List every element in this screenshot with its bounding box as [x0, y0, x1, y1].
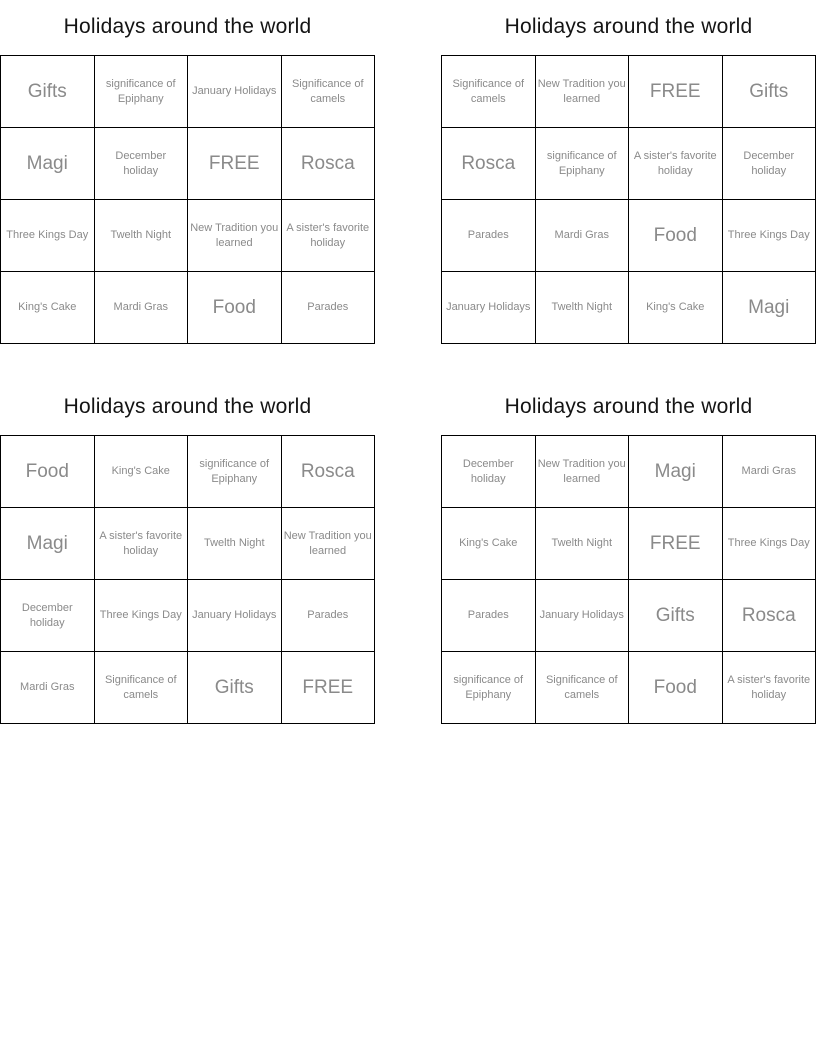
- bingo-cell: Gifts: [721, 55, 816, 128]
- bingo-cell: FREE: [280, 651, 375, 724]
- bingo-cell: Gifts: [628, 579, 723, 652]
- bingo-row: Gifts significance of Epiphany January Hol…: [0, 55, 375, 128]
- bingo-cell: Rosca: [280, 435, 375, 508]
- bingo-cell: January Holidays: [441, 271, 536, 344]
- bingo-row: Magi December holiday FREE Rosca: [0, 127, 375, 200]
- bingo-cell: Food: [628, 651, 723, 724]
- bingo-cell: significance of Epiphany: [93, 55, 188, 128]
- bingo-cell: January Holidays: [187, 55, 282, 128]
- bingo-cell: Magi: [628, 435, 723, 508]
- bingo-cell: Significance of camels: [441, 55, 536, 128]
- bingo-cell: Magi: [0, 507, 95, 580]
- bingo-row: Three Kings Day Twelth Night New Tradition…: [0, 199, 375, 272]
- bingo-row: December holiday New Tradition you learne…: [441, 435, 816, 508]
- bingo-cell: A sister's favorite holiday: [93, 507, 188, 580]
- bingo-row: December holiday Three Kings Day January H…: [0, 579, 375, 652]
- bingo-cell: Three Kings Day: [0, 199, 95, 272]
- card-title: Holidays around the world: [63, 15, 312, 38]
- bingo-cell: January Holidays: [534, 579, 629, 652]
- bingo-cell: Mardi Gras: [721, 435, 816, 508]
- bingo-cell: Significance of camels: [534, 651, 629, 724]
- bingo-row: Magi A sister's favorite holiday Twelth Ni…: [0, 507, 375, 580]
- bingo-row: King's Cake Mardi Gras Food Parades: [0, 271, 375, 344]
- card-title: Holidays around the world: [504, 395, 753, 418]
- bingo-cell: Parades: [441, 579, 536, 652]
- bingo-cell: December holiday: [0, 579, 95, 652]
- bingo-row: Food King's Cake significance of Epiphany R…: [0, 435, 375, 508]
- bingo-cell: New Tradition you learned: [187, 199, 282, 272]
- bingo-row: January Holidays Twelth Night King's Cake M…: [441, 271, 816, 344]
- bingo-cell: King's Cake: [628, 271, 723, 344]
- bingo-cell: Parades: [280, 579, 375, 652]
- card-title: Holidays around the world: [504, 15, 753, 38]
- bingo-cell: New Tradition you learned: [534, 55, 629, 128]
- bingo-row: Significance of camels New Tradition you …: [441, 55, 816, 128]
- bingo-cell: Mardi Gras: [93, 271, 188, 344]
- bingo-grid: Gifts significance of Epiphany January Hol…: [0, 55, 375, 344]
- bingo-grid: Food King's Cake significance of Epiphany R…: [0, 435, 375, 724]
- bingo-cell: A sister's favorite holiday: [280, 199, 375, 272]
- bingo-cell: Rosca: [280, 127, 375, 200]
- bingo-row: Parades Mardi Gras Food Three Kings Day: [441, 199, 816, 272]
- bingo-cell: King's Cake: [441, 507, 536, 580]
- bingo-cell: Significance of camels: [280, 55, 375, 128]
- bingo-cell: Rosca: [721, 579, 816, 652]
- bingo-row: Rosca significance of Epiphany A sister's …: [441, 127, 816, 200]
- bingo-row: Parades January Holidays Gifts Rosca: [441, 579, 816, 652]
- bingo-cell: Food: [0, 435, 95, 508]
- bingo-cell: FREE: [628, 507, 723, 580]
- bingo-cell: A sister's favorite holiday: [721, 651, 816, 724]
- bingo-cell: Twelth Night: [187, 507, 282, 580]
- bingo-cell: significance of Epiphany: [441, 651, 536, 724]
- bingo-cell: December holiday: [93, 127, 188, 200]
- bingo-cell: Mardi Gras: [0, 651, 95, 724]
- bingo-cell: Food: [187, 271, 282, 344]
- bingo-cell: Three Kings Day: [721, 199, 816, 272]
- bingo-cell: Rosca: [441, 127, 536, 200]
- bingo-card-bottom-right: Holidays around the world December holid…: [441, 380, 816, 724]
- bingo-cell: Twelth Night: [534, 271, 629, 344]
- bingo-cell: Magi: [721, 271, 816, 344]
- bingo-row: significance of Epiphany Significance of …: [441, 651, 816, 724]
- bingo-cell: Twelth Night: [93, 199, 188, 272]
- bingo-cell: Magi: [0, 127, 95, 200]
- bingo-cell: significance of Epiphany: [187, 435, 282, 508]
- bingo-cell: New Tradition you learned: [534, 435, 629, 508]
- bingo-grid: Significance of camels New Tradition you …: [441, 55, 816, 344]
- bingo-cell: FREE: [628, 55, 723, 128]
- bingo-cell: Significance of camels: [93, 651, 188, 724]
- bingo-cell: King's Cake: [0, 271, 95, 344]
- bingo-cell: December holiday: [721, 127, 816, 200]
- bingo-cell: New Tradition you learned: [280, 507, 375, 580]
- bingo-cell: Gifts: [0, 55, 95, 128]
- bingo-cell: Gifts: [187, 651, 282, 724]
- bingo-cell: Three Kings Day: [93, 579, 188, 652]
- bingo-cell: Food: [628, 199, 723, 272]
- bingo-grid: December holiday New Tradition you learne…: [441, 435, 816, 724]
- bingo-cell: FREE: [187, 127, 282, 200]
- bingo-card-bottom-left: Holidays around the world Food King's Cak…: [0, 380, 375, 724]
- bingo-cell: Parades: [441, 199, 536, 272]
- bingo-cell: December holiday: [441, 435, 536, 508]
- bingo-card-top-left: Holidays around the world Gifts significa…: [0, 0, 375, 344]
- bingo-cell: Three Kings Day: [721, 507, 816, 580]
- bingo-cell: King's Cake: [93, 435, 188, 508]
- bingo-cell: Parades: [280, 271, 375, 344]
- bingo-card-top-right: Holidays around the world Significance o…: [441, 0, 816, 344]
- bingo-row: Mardi Gras Significance of camels Gifts FRE…: [0, 651, 375, 724]
- bingo-cell: January Holidays: [187, 579, 282, 652]
- bingo-cell: significance of Epiphany: [534, 127, 629, 200]
- bingo-cell: Mardi Gras: [534, 199, 629, 272]
- bingo-cell: A sister's favorite holiday: [628, 127, 723, 200]
- bingo-cell: Twelth Night: [534, 507, 629, 580]
- bingo-row: King's Cake Twelth Night FREE Three Kings D…: [441, 507, 816, 580]
- card-title: Holidays around the world: [63, 395, 312, 418]
